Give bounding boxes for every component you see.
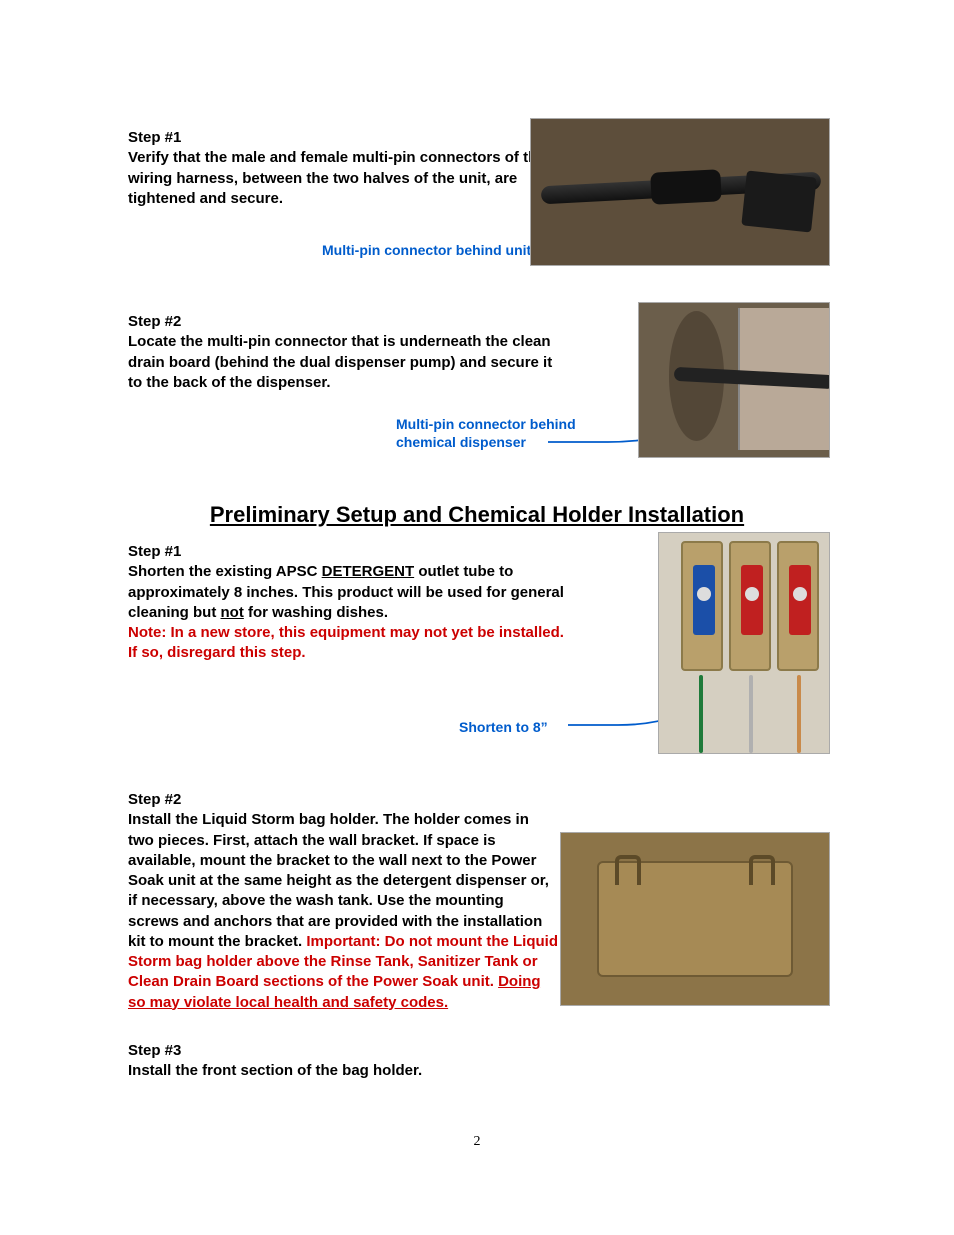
top-step1-caption: Multi-pin connector behind unit (322, 241, 531, 259)
prelim-step1-caption: Shorten to 8” (459, 718, 548, 736)
prelim-step3-section: Step #3 Install the front section of the… (128, 1041, 826, 1082)
prelim-step2-text: Step #2 Install the Liquid Storm bag hol… (128, 790, 558, 1013)
page-number: 2 (474, 1134, 481, 1150)
top-step2-title: Step #2 (128, 312, 568, 332)
section-heading: Preliminary Setup and Chemical Holder In… (128, 502, 826, 528)
top-step2-photo (638, 302, 830, 458)
prelim-step1-title: Step #1 (128, 542, 568, 562)
top-step2-caption: Multi-pin connector behind chemical disp… (396, 415, 606, 451)
prelim-step2-photo (560, 832, 830, 1006)
prelim-step1-section: Step #1 Shorten the existing APSC DETERG… (128, 542, 826, 762)
prelim-step2-section: Step #2 Install the Liquid Storm bag hol… (128, 790, 826, 1013)
top-step1-section: Step #1 Verify that the male and female … (128, 128, 826, 278)
p1-detergent: DETERGENT (322, 563, 415, 580)
prelim-step2-title: Step #2 (128, 790, 558, 810)
top-step1-text: Step #1 Verify that the male and female … (128, 128, 568, 209)
top-step1-body: Verify that the male and female multi-pi… (128, 148, 568, 209)
top-step1-title: Step #1 (128, 128, 568, 148)
prelim-step1-text: Step #1 Shorten the existing APSC DETERG… (128, 542, 568, 664)
p2-next: next (411, 852, 442, 869)
p1-body-post: for washing dishes. (244, 604, 388, 621)
prelim-step2-body: Install the Liquid Storm bag holder. The… (128, 810, 558, 1013)
top-step2-body: Locate the multi-pin connector that is u… (128, 332, 568, 393)
p1-body-pre: Shorten the existing APSC (128, 563, 322, 580)
prelim-step1-note: Note: In a new store, this equipment may… (128, 623, 568, 664)
p1-not: not (221, 604, 244, 621)
prelim-step1-photo (658, 532, 830, 754)
top-step1-photo (530, 118, 830, 266)
prelim-step3-body: Install the front section of the bag hol… (128, 1061, 568, 1081)
top-step2-section: Step #2 Locate the multi-pin connector t… (128, 312, 826, 472)
top-step2-text: Step #2 Locate the multi-pin connector t… (128, 312, 568, 393)
prelim-step3-text: Step #3 Install the front section of the… (128, 1041, 568, 1082)
prelim-step1-body: Shorten the existing APSC DETERGENT outl… (128, 562, 568, 623)
prelim-step3-title: Step #3 (128, 1041, 568, 1061)
